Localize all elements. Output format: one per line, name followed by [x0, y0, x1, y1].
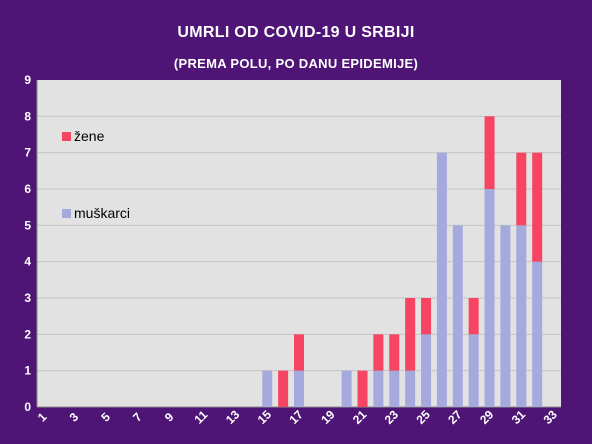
- y-tick-label: 2: [24, 327, 31, 341]
- bar-zene-day-21: [357, 370, 368, 407]
- y-tick-label: 4: [24, 255, 31, 269]
- y-tick-label: 8: [24, 109, 31, 123]
- bar-muskarci-day-15: [262, 370, 273, 407]
- x-tick-label: 21: [350, 407, 370, 427]
- x-tick-label: 31: [509, 407, 529, 427]
- bar-zene-day-28: [468, 298, 479, 335]
- x-tick-label: 15: [255, 407, 275, 427]
- bar-muskarci-day-30: [500, 225, 511, 407]
- bar-muskarci-day-29: [484, 189, 495, 407]
- y-tick-label: 1: [24, 364, 31, 378]
- legend-label: muškarci: [74, 205, 130, 221]
- y-tick-label: 9: [24, 73, 31, 87]
- x-tick-label: 13: [223, 407, 243, 427]
- x-tick-label: 27: [445, 407, 465, 427]
- x-tick-label: 9: [162, 410, 177, 425]
- bar-muskarci-day-22: [373, 370, 384, 407]
- bar-zene-day-32: [532, 152, 543, 262]
- x-tick-label: 17: [286, 407, 306, 427]
- x-tick-label: 25: [414, 407, 434, 427]
- bar-muskarci-day-32: [532, 261, 543, 407]
- bar-zene-day-16: [278, 370, 289, 407]
- x-tick-label: 7: [130, 410, 145, 425]
- y-tick-label: 6: [24, 182, 31, 196]
- legend-label: žene: [74, 128, 105, 144]
- bar-muskarci-day-17: [294, 370, 304, 407]
- x-tick-label: 1: [35, 410, 50, 425]
- x-tick-label: 23: [382, 407, 402, 427]
- legend-swatch: [62, 209, 71, 218]
- chart-subtitle: (PREMA POLU, PO DANU EPIDEMIJE): [173, 56, 419, 71]
- bar-zene-day-29: [484, 116, 495, 189]
- chart-title: UMRLI OD COVID-19 U SRBIJI: [177, 24, 415, 41]
- bar-muskarci-day-23: [389, 370, 400, 407]
- x-tick-label: 3: [67, 410, 82, 425]
- x-tick-label: 33: [541, 407, 561, 427]
- x-tick-label: 19: [318, 407, 338, 427]
- bar-muskarci-day-27: [452, 225, 463, 407]
- bar-muskarci-day-20: [341, 370, 352, 407]
- x-tick-label: 29: [477, 407, 497, 427]
- bar-zene-day-25: [421, 298, 432, 335]
- x-tick-label: 5: [98, 410, 113, 425]
- bar-muskarci-day-28: [468, 334, 479, 407]
- legend-swatch: [62, 132, 71, 141]
- bar-zene-day-31: [516, 152, 527, 226]
- bar-zene-day-17: [294, 334, 304, 371]
- y-tick-label: 0: [24, 400, 31, 414]
- y-tick-label: 5: [24, 218, 31, 232]
- bar-muskarci-day-26: [436, 152, 447, 407]
- y-tick-label: 3: [24, 291, 31, 305]
- y-tick-label: 7: [24, 146, 31, 160]
- bar-muskarci-day-31: [516, 225, 527, 407]
- bar-zene-day-23: [389, 334, 400, 371]
- bar-zene-day-22: [373, 334, 384, 371]
- x-tick-label: 11: [191, 408, 210, 427]
- bar-muskarci-day-24: [405, 370, 416, 407]
- bar-zene-day-24: [405, 298, 416, 371]
- bar-muskarci-day-25: [421, 334, 432, 407]
